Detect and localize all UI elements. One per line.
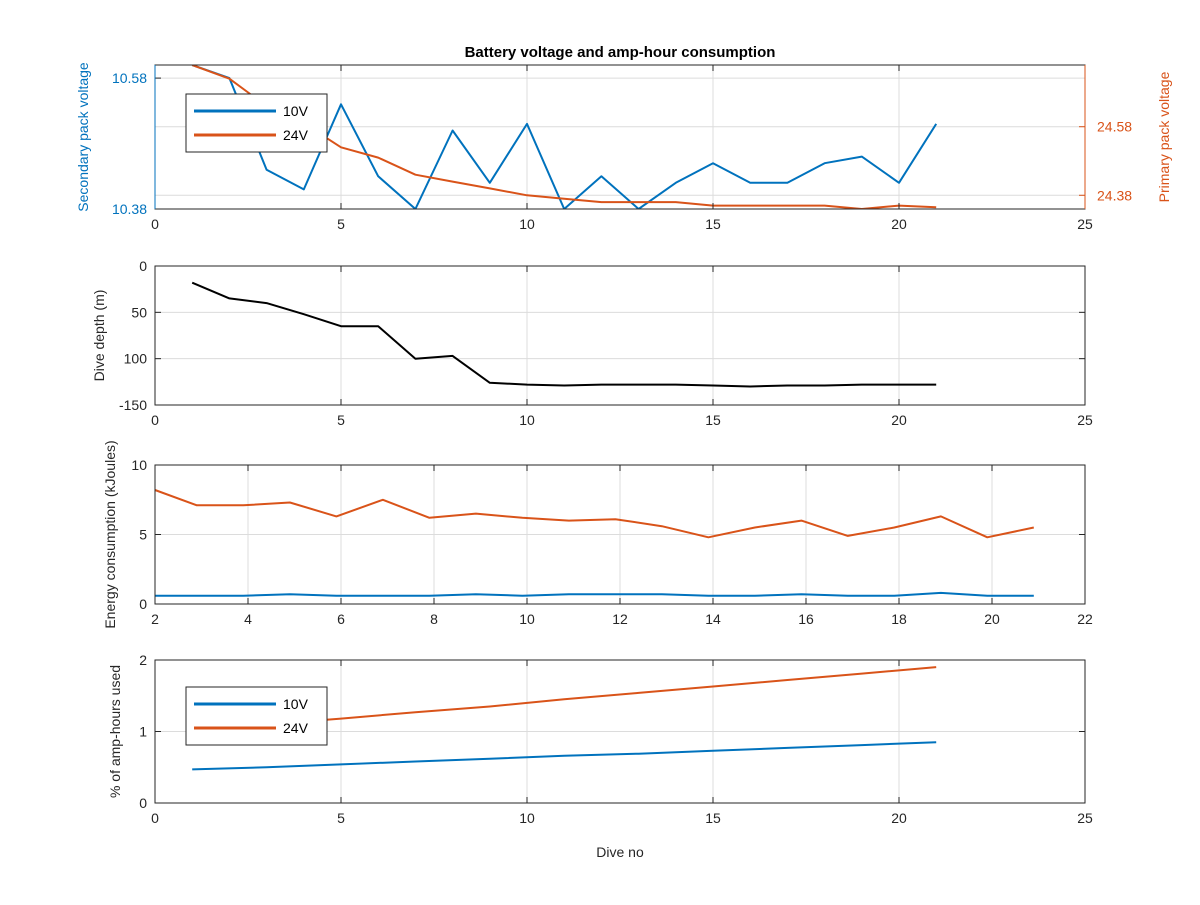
axes-box: [154, 265, 1086, 406]
legend-box: [185, 93, 328, 153]
legend: 10V 24V: [185, 686, 328, 746]
y-axis-label-left: Secondary pack voltage: [75, 62, 91, 212]
y-tick-label: 0: [139, 596, 147, 612]
axes-energy: 2 4 6 8 10 12 14 16 18 20 22 0 5 10 Energy consumption…: [102, 440, 1093, 628]
x-tick-label: 25: [1077, 412, 1093, 428]
plot-area: [155, 266, 1085, 405]
x-tick-label: 15: [705, 216, 721, 232]
figure-title: Battery voltage and amp-hour consumption: [465, 44, 776, 61]
y-tick-label: 100: [124, 351, 148, 367]
y-axis-label: % of amp-hours used: [107, 665, 123, 798]
x-tick-label: 10: [519, 810, 535, 826]
y-tick-label: 2: [139, 652, 147, 668]
legend-box: [185, 686, 328, 746]
x-tick-label: 16: [798, 611, 814, 627]
legend-label: 10V: [283, 103, 309, 119]
axes-voltage: 0 5 10 15 20 25 10.38 10.58 24.38 24.58 Secondary …: [75, 62, 1172, 232]
x-tick-label: 4: [244, 611, 252, 627]
y-axis-label: Dive depth (m): [91, 290, 107, 382]
x-tick-label: 12: [612, 611, 628, 627]
series-line-amphours-10V: [192, 741, 937, 771]
y-tick-label: 50: [131, 304, 147, 320]
x-tick-label: 0: [151, 412, 159, 428]
x-tick-label: 18: [891, 611, 907, 627]
y-tick-label: 10.38: [112, 201, 147, 217]
legend-label: 10V: [283, 696, 309, 712]
y-tick-label-right: 24.58: [1097, 119, 1132, 135]
y-axis-label-right: Primary pack voltage: [1156, 71, 1172, 202]
legend: 10V 24V: [185, 93, 328, 153]
x-tick-label: 20: [984, 611, 1000, 627]
legend-label: 24V: [283, 127, 309, 143]
x-tick-label: 5: [337, 412, 345, 428]
x-tick-label: 20: [891, 412, 907, 428]
y-tick-label: 1: [139, 724, 147, 740]
x-tick-label: 0: [151, 216, 159, 232]
x-tick-label: 5: [337, 216, 345, 232]
y-tick-label: 5: [139, 527, 147, 543]
x-tick-label: 22: [1077, 611, 1093, 627]
y-tick-label: 0: [139, 258, 147, 274]
series-line-voltage-10V: [191, 65, 938, 209]
x-tick-label: 20: [891, 810, 907, 826]
x-tick-label: 8: [430, 611, 438, 627]
x-tick-label: 25: [1077, 810, 1093, 826]
x-tick-label: 10: [519, 611, 535, 627]
figure-xlabel: Dive no: [596, 844, 644, 860]
y-tick-label: 10: [131, 457, 147, 473]
x-tick-label: 20: [891, 216, 907, 232]
x-tick-label: 25: [1077, 216, 1093, 232]
series-line-depth-0: [191, 281, 937, 388]
series-line-energy-0: [155, 489, 1035, 539]
axes-amphours: 0 5 10 15 20 25 0 1 2 % of amp-hours used 10V 24V: [107, 652, 1093, 826]
x-tick-label: 15: [705, 412, 721, 428]
x-tick-label: 2: [151, 611, 159, 627]
x-tick-label: 6: [337, 611, 345, 627]
legend-label: 24V: [283, 720, 309, 736]
x-tick-label: 0: [151, 810, 159, 826]
y-tick-label: 10.58: [112, 70, 147, 86]
y-tick-label-right: 24.38: [1097, 187, 1132, 203]
x-tick-label: 10: [519, 412, 535, 428]
y-tick-label: 0: [139, 795, 147, 811]
x-tick-label: 5: [337, 810, 345, 826]
x-tick-label: 14: [705, 611, 721, 627]
x-tick-label: 10: [519, 216, 535, 232]
y-tick-label: -150: [119, 397, 147, 413]
x-tick-label: 15: [705, 810, 721, 826]
axes-depth: 0 5 10 15 20 25 0 50 100 -150 Dive depth (m): [91, 258, 1093, 428]
series-line-energy-1: [155, 591, 1034, 597]
y-axis-label: Energy consumption (kJoules): [102, 440, 118, 628]
